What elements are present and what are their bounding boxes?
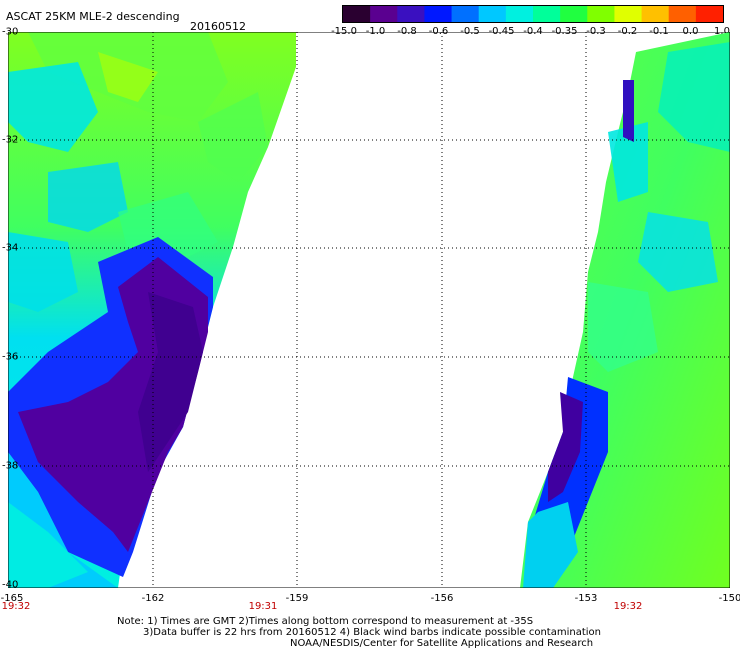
latitude-label: -36 xyxy=(2,351,19,363)
map-date: 20160512 xyxy=(190,20,246,33)
colorbar-swatch xyxy=(478,6,507,22)
longitude-label: -165 xyxy=(0,593,24,604)
colorbar-swatch xyxy=(587,6,615,22)
latitude-label: -40 xyxy=(2,579,19,591)
colorbar-swatch xyxy=(560,6,588,22)
colorbar-swatch xyxy=(424,6,453,22)
longitude-label: -162 xyxy=(141,593,165,604)
swath-map xyxy=(8,32,730,588)
note-line-3: NOAA/NESDIS/Center for Satellite Applica… xyxy=(290,638,594,649)
colorbar-swatch xyxy=(668,6,697,22)
colorbar-swatch xyxy=(641,6,670,22)
note-line-2: 3)Data buffer is 22 hrs from 20160512 4)… xyxy=(143,627,601,638)
longitude-label: -150 xyxy=(718,593,740,604)
colorbar-swatch xyxy=(614,6,643,22)
colorbar-swatch xyxy=(451,6,480,22)
colorbar-swatch xyxy=(533,6,561,22)
latitude-label: -38 xyxy=(2,460,19,472)
colorbar xyxy=(342,5,724,23)
map-grid xyxy=(8,32,730,588)
colorbar-swatch xyxy=(505,6,534,22)
colorbar-swatch xyxy=(397,6,425,22)
colorbar-swatch xyxy=(343,6,371,22)
left-swath xyxy=(8,32,296,588)
note-line-1: Note: 1) Times are GMT 2)Times along bot… xyxy=(117,616,534,627)
latitude-label: -32 xyxy=(2,134,19,146)
latitude-label: -30 xyxy=(2,26,19,38)
longitude-label: -159 xyxy=(285,593,309,604)
time-label: 19:31 xyxy=(248,601,278,612)
colorbar-swatch xyxy=(370,6,398,22)
latitude-label: -34 xyxy=(2,242,19,254)
colorbar-swatch xyxy=(695,6,723,22)
longitude-label: -153 xyxy=(574,593,598,604)
time-label: 19:32 xyxy=(1,601,31,612)
right-swath xyxy=(520,32,730,588)
longitude-label: -156 xyxy=(430,593,454,604)
map-title: ASCAT 25KM MLE-2 descending xyxy=(6,10,180,23)
time-label: 19:32 xyxy=(613,601,643,612)
